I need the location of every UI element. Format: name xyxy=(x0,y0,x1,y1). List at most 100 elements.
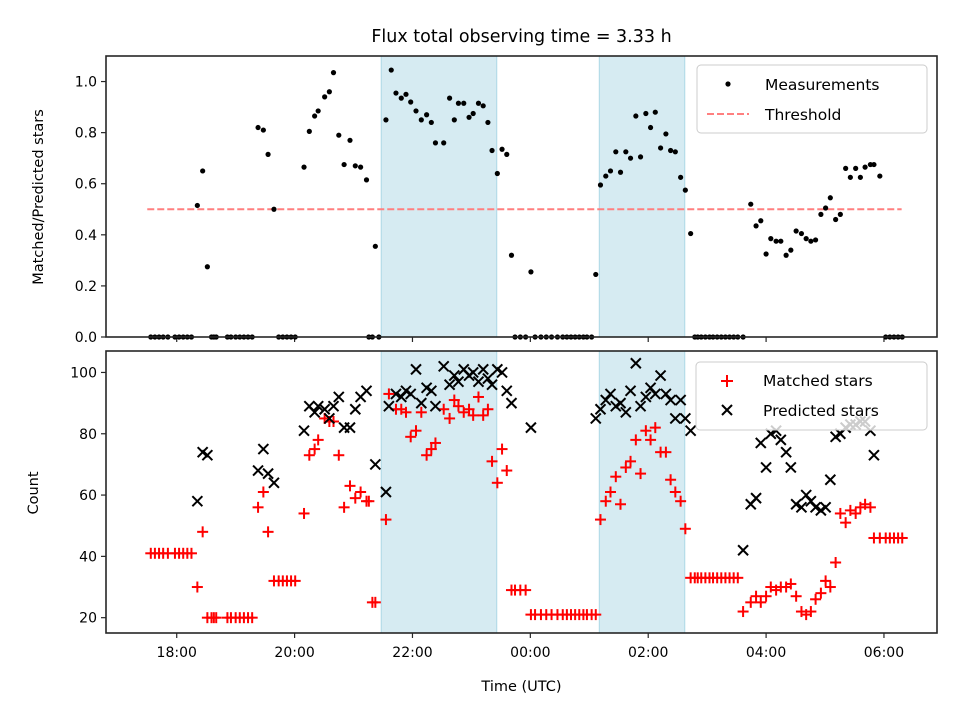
matched-star-point xyxy=(338,501,350,513)
x-tick-label: 06:00 xyxy=(864,645,904,661)
predicted-star-point xyxy=(620,406,632,419)
measurement-point xyxy=(862,164,868,170)
measurement-point xyxy=(265,151,271,157)
matched-star-point xyxy=(496,443,508,455)
matched-star-point xyxy=(482,403,494,415)
x-marker-b xyxy=(755,437,767,449)
predicted-star-point xyxy=(674,394,687,406)
bottom-legend-box xyxy=(695,361,928,431)
measurement-point xyxy=(688,230,694,237)
measurement-point xyxy=(363,177,370,183)
shaded-interval xyxy=(598,55,686,338)
measurement-point xyxy=(877,173,883,179)
x-marker-b xyxy=(429,400,442,412)
measurement-point xyxy=(597,182,604,188)
predicted-star-point xyxy=(383,400,395,412)
predicted-star-point xyxy=(868,449,880,461)
shaded-interval xyxy=(380,55,498,338)
predicted-star-point xyxy=(308,406,321,419)
x-marker-b xyxy=(472,375,485,388)
predicted-star-point xyxy=(805,495,817,507)
measurement-point xyxy=(803,236,809,242)
predicted-star-point xyxy=(425,385,438,397)
measurement-point xyxy=(326,89,332,95)
measurement-point xyxy=(613,149,619,155)
matched-star-point xyxy=(820,575,832,587)
x-marker-b xyxy=(452,375,465,388)
legend-matched-label: Matched stars xyxy=(763,372,873,390)
measurement-point xyxy=(204,264,210,270)
x-marker-b xyxy=(390,388,402,400)
measurement-point xyxy=(398,95,404,101)
x-marker-b xyxy=(395,391,407,403)
matched-star-point xyxy=(467,409,479,421)
measurement-point xyxy=(301,164,307,170)
x-marker-b xyxy=(614,397,627,409)
predicted-star-point xyxy=(452,375,465,388)
matched-star-point xyxy=(191,581,203,593)
measurement-point xyxy=(451,117,457,123)
matched-star-point xyxy=(600,495,612,507)
x-marker-b xyxy=(477,363,489,376)
measurement-point xyxy=(637,154,644,160)
predicted-star-point xyxy=(268,477,280,489)
predicted-star-point xyxy=(472,375,485,388)
measurement-point xyxy=(255,124,261,131)
matched-star-point xyxy=(750,590,762,602)
predicted-star-point xyxy=(477,363,489,376)
x-marker-b xyxy=(790,498,802,510)
predicted-star-point xyxy=(410,363,422,376)
matched-star-point xyxy=(448,394,460,406)
matched-star-point xyxy=(815,587,827,599)
x-marker-b xyxy=(604,388,617,400)
measurement-point xyxy=(341,161,347,168)
predicted-star-point xyxy=(525,421,537,434)
x-marker-b xyxy=(458,363,470,376)
predicted-star-point xyxy=(604,388,617,400)
y-tick-label: 0.8 xyxy=(75,126,97,142)
y-tick-label: 40 xyxy=(79,549,97,565)
measurement-point xyxy=(607,168,614,174)
x-marker-b xyxy=(501,385,513,397)
matched-star-point xyxy=(604,486,616,498)
matched-star-point xyxy=(472,391,484,403)
top-y-axis-label: Matched/Predicted stars xyxy=(31,109,47,285)
measurement-point xyxy=(827,195,833,201)
matched-star-point xyxy=(665,474,677,486)
predicted-star-point xyxy=(333,391,345,403)
x-marker-b xyxy=(654,369,667,382)
predicted-star-point xyxy=(298,424,310,437)
measurement-point xyxy=(847,174,853,180)
legend-measurements-label: Measurements xyxy=(765,76,880,94)
predicted-star-point xyxy=(649,388,661,400)
predicted-star-point xyxy=(312,400,324,412)
x-marker-b xyxy=(868,449,880,461)
measurement-point xyxy=(470,110,476,117)
predicted-star-point xyxy=(750,492,762,504)
x-marker-b xyxy=(824,474,837,486)
x-marker-b xyxy=(410,363,422,376)
counts-series xyxy=(145,357,908,624)
matched-star-point xyxy=(810,593,822,605)
x-marker-b xyxy=(737,544,749,556)
measurement-point xyxy=(788,247,794,253)
x-marker-b xyxy=(383,400,395,412)
x-marker-b xyxy=(349,403,362,415)
measurement-point xyxy=(627,155,634,161)
matched-star-point xyxy=(486,455,498,467)
x-marker-b xyxy=(750,492,762,504)
measurement-point xyxy=(682,187,688,193)
matched-star-point xyxy=(344,480,356,492)
measurement-point xyxy=(504,151,510,157)
predicted-star-point xyxy=(795,501,808,514)
measurement-point xyxy=(748,201,754,207)
predicted-star-point xyxy=(360,385,373,397)
matched-star-point xyxy=(625,455,637,467)
predicted-star-point xyxy=(404,388,417,400)
predicted-star-point xyxy=(318,403,331,415)
predicted-star-point xyxy=(323,412,336,425)
matched-star-point xyxy=(745,596,757,608)
predicted-star-point xyxy=(800,489,812,501)
measurement-point xyxy=(485,119,491,126)
